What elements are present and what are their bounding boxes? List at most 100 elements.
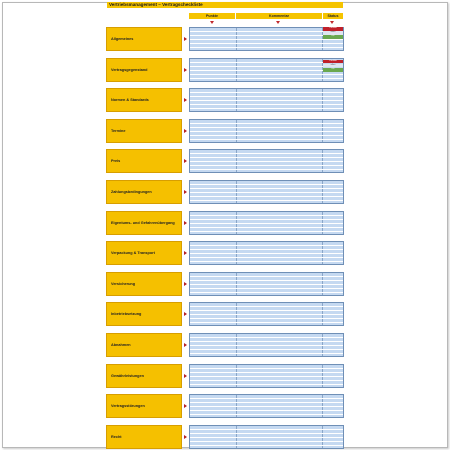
section-label[interactable]: Preis xyxy=(106,149,182,174)
table-row[interactable] xyxy=(189,414,344,419)
table-row[interactable] xyxy=(189,253,344,258)
expand-arrow-icon[interactable] xyxy=(184,37,187,41)
table-row[interactable] xyxy=(189,432,344,437)
section-entry-grid[interactable] xyxy=(189,333,344,357)
table-row[interactable] xyxy=(189,375,344,380)
expand-arrow-icon[interactable] xyxy=(184,159,187,164)
table-row[interactable] xyxy=(189,257,344,262)
filter-dropdown-icon[interactable] xyxy=(276,21,280,24)
table-row[interactable] xyxy=(189,157,344,162)
table-row[interactable] xyxy=(189,322,344,327)
expand-arrow-icon[interactable] xyxy=(184,343,187,347)
table-row[interactable] xyxy=(189,249,344,254)
section-entry-grid[interactable] xyxy=(189,241,344,266)
table-row[interactable] xyxy=(189,161,344,166)
table-row[interactable] xyxy=(189,134,344,139)
section-label[interactable]: Versicherung xyxy=(106,271,182,296)
table-row[interactable] xyxy=(189,341,344,345)
table-row[interactable] xyxy=(189,61,344,66)
table-row[interactable] xyxy=(189,337,344,341)
table-row[interactable] xyxy=(189,69,344,74)
section-label[interactable]: Gewährleistungen xyxy=(106,363,182,388)
table-row[interactable] xyxy=(189,226,344,231)
table-row[interactable] xyxy=(189,367,344,372)
table-row[interactable] xyxy=(189,39,344,43)
status-option[interactable]: OK xyxy=(323,35,343,39)
table-row[interactable] xyxy=(189,214,344,219)
section-entry-grid[interactable] xyxy=(189,302,344,327)
status-option[interactable]: Konflikt xyxy=(323,27,343,31)
section-label[interactable]: Vertragsstörungen xyxy=(106,394,182,419)
status-option[interactable]: offen xyxy=(323,63,343,68)
table-row[interactable] xyxy=(189,291,344,296)
table-row[interactable] xyxy=(189,130,344,135)
table-row[interactable] xyxy=(189,383,344,388)
table-row[interactable] xyxy=(189,100,344,105)
table-row[interactable] xyxy=(189,428,344,433)
section-label[interactable]: Zahlungsbedingungen xyxy=(106,180,182,204)
table-row[interactable] xyxy=(189,349,344,353)
expand-arrow-icon[interactable] xyxy=(184,67,187,72)
table-row[interactable] xyxy=(189,65,344,70)
section-entry-grid[interactable] xyxy=(189,271,344,296)
table-row[interactable] xyxy=(189,192,344,196)
table-row[interactable] xyxy=(189,406,344,411)
table-row[interactable] xyxy=(189,47,344,51)
expand-arrow-icon[interactable] xyxy=(184,281,187,286)
table-row[interactable] xyxy=(189,153,344,158)
table-row[interactable] xyxy=(189,169,344,174)
expand-arrow-icon[interactable] xyxy=(184,373,187,378)
section-label[interactable]: Inbetriebsetzung xyxy=(106,302,182,327)
table-row[interactable] xyxy=(189,218,344,223)
table-row[interactable] xyxy=(189,35,344,39)
table-row[interactable] xyxy=(189,444,344,449)
status-option[interactable]: OK xyxy=(323,67,343,72)
table-row[interactable] xyxy=(189,77,344,82)
table-row[interactable] xyxy=(189,96,344,101)
table-row[interactable] xyxy=(189,398,344,403)
table-row[interactable] xyxy=(189,122,344,127)
expand-arrow-icon[interactable] xyxy=(184,404,187,409)
section-entry-grid[interactable] xyxy=(189,363,344,388)
table-row[interactable] xyxy=(189,165,344,170)
section-label[interactable]: Normen & Standards xyxy=(106,88,182,113)
table-row[interactable] xyxy=(189,31,344,35)
filter-dropdown-icon[interactable] xyxy=(330,21,334,24)
table-row[interactable] xyxy=(189,283,344,288)
table-row[interactable] xyxy=(189,436,344,441)
table-row[interactable] xyxy=(189,188,344,192)
table-row[interactable] xyxy=(189,275,344,280)
filter-dropdown-icon[interactable] xyxy=(210,21,214,24)
table-row[interactable] xyxy=(189,230,344,235)
table-row[interactable] xyxy=(189,43,344,47)
section-label[interactable]: Eigentums- und Gefahrenübergang xyxy=(106,210,182,235)
table-row[interactable] xyxy=(189,196,344,200)
table-row[interactable] xyxy=(189,371,344,376)
expand-arrow-icon[interactable] xyxy=(184,128,187,133)
table-row[interactable] xyxy=(189,310,344,315)
table-row[interactable] xyxy=(189,279,344,284)
expand-arrow-icon[interactable] xyxy=(184,434,187,439)
section-entry-grid[interactable] xyxy=(189,57,344,82)
table-row[interactable] xyxy=(189,222,344,227)
section-label[interactable]: Vertragsgegenstand xyxy=(106,57,182,82)
expand-arrow-icon[interactable] xyxy=(184,98,187,103)
table-row[interactable] xyxy=(189,314,344,319)
section-label[interactable]: Allgemeines xyxy=(106,27,182,51)
table-row[interactable] xyxy=(189,104,344,109)
table-row[interactable] xyxy=(189,379,344,384)
expand-arrow-icon[interactable] xyxy=(184,312,187,317)
status-option[interactable]: offen xyxy=(323,31,343,35)
table-row[interactable] xyxy=(189,287,344,292)
table-row[interactable] xyxy=(189,353,344,357)
table-row[interactable] xyxy=(189,410,344,415)
table-row[interactable] xyxy=(189,108,344,113)
table-row[interactable] xyxy=(189,318,344,323)
expand-arrow-icon[interactable] xyxy=(184,251,187,256)
table-row[interactable] xyxy=(189,261,344,266)
table-row[interactable] xyxy=(189,440,344,445)
table-row[interactable] xyxy=(189,92,344,97)
section-label[interactable]: Termine xyxy=(106,118,182,143)
section-entry-grid[interactable] xyxy=(189,210,344,235)
section-entry-grid[interactable] xyxy=(189,27,344,51)
